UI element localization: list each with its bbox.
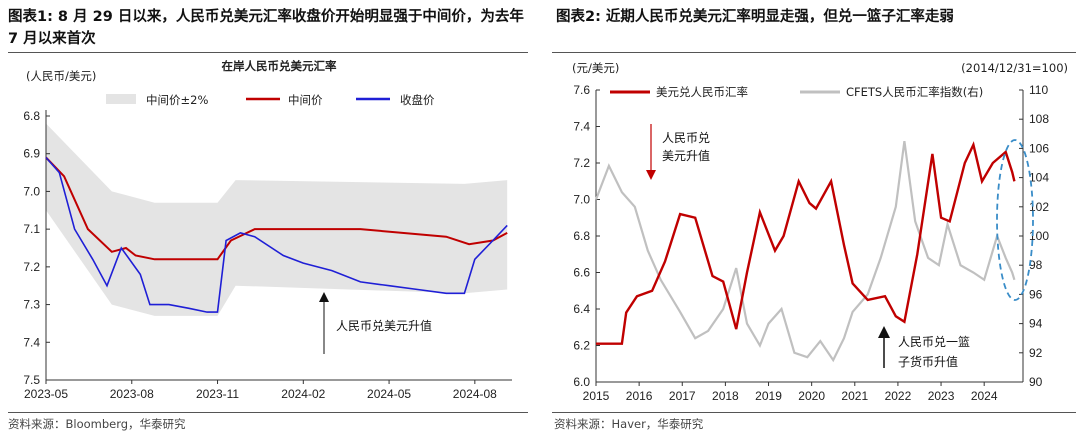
chart2-y-left-tick-label: 7.4: [573, 120, 590, 134]
chart1-y-tick-label: 7.1: [23, 222, 40, 236]
chart2-y-left-label: (元/美元): [572, 61, 619, 75]
chart2-y-left-tick-label: 6.8: [573, 229, 590, 243]
chart2-y-right-tick-label: 100: [1029, 229, 1049, 243]
chart2-annotation-usd-line1: 人民币兑: [662, 131, 710, 145]
chart2-y-right-tick-label: 110: [1029, 83, 1048, 97]
chart2-y-right-label: (2014/12/31=100): [961, 61, 1068, 75]
chart1-legend-label: 收盘价: [400, 93, 435, 107]
chart2-highlight-ellipse: [996, 139, 1034, 301]
panel2-bottom-rule: [552, 412, 1076, 413]
chart1-y-axis-label: (人民币/美元): [26, 69, 96, 83]
chart2-x-tick-label: 2022: [885, 389, 912, 403]
chart2-y-left-tick-label: 6.0: [573, 375, 590, 389]
chart2-x-tick-label: 2017: [669, 389, 696, 403]
chart2-x-tick-label: 2024: [971, 389, 998, 403]
chart2-x-tick-label: 2016: [626, 389, 653, 403]
panel-fixing-vs-close: 图表1: 8 月 29 日以来，人民币兑美元汇率收盘价开始明显强于中间价，为去年…: [8, 9, 528, 431]
chart2-annotation-arrowhead-basket: [878, 326, 890, 338]
chart2-y-left-tick-label: 6.6: [573, 266, 590, 280]
chart2-y-left-tick-label: 7.2: [573, 156, 590, 170]
chart2-y-right-tick-label: 108: [1029, 112, 1049, 126]
panel2-top-rule: [552, 52, 1076, 53]
chart2-series-cfets: [594, 140, 1016, 363]
chart1-x-tick-label: 2024-02: [281, 387, 325, 401]
panel1-top-rule: [8, 52, 528, 53]
chart2-x-tick-label: 2015: [583, 389, 610, 403]
chart1-x-tick-label: 2023-05: [24, 387, 68, 401]
chart1: 在岸人民币兑美元汇率 (人民币/美元) 6.8 6.9 7.0 7.1 7.2 7.3 7.4 7…: [23, 59, 512, 401]
chart1-x-tick-label: 2023-08: [110, 387, 154, 401]
chart2-legend-label: 美元兑人民币汇率: [656, 85, 748, 99]
chart2-y-left-tick-label: 6.2: [573, 339, 590, 353]
chart1-annotation-text: 人民币兑美元升值: [336, 318, 432, 333]
chart1-legend-label: 中间价±2%: [146, 93, 208, 107]
chart1-x-tick-label: 2024-08: [453, 387, 497, 401]
chart2-y-right-tick-label: 102: [1029, 200, 1049, 214]
chart2-y-left-tick-label: 7.0: [573, 193, 590, 207]
panel-usdcny-vs-cfets: 图表2: 近期人民币兑美元汇率明显走强，但兑一篮子汇率走弱 (元/美元) (201…: [548, 0, 1080, 438]
chart1-y-tick-label: 7.4: [23, 335, 40, 349]
chart2-annotation-arrowhead-usd: [646, 170, 656, 180]
chart2-y-right-tick-label: 94: [1029, 317, 1043, 331]
chart2-y-right-tick-label: 96: [1029, 287, 1043, 301]
panel2-heading: 图表2: 近期人民币兑美元汇率明显走强，但兑一篮子汇率走弱: [556, 9, 954, 25]
chart1-y-tick-label: 7.0: [23, 184, 40, 198]
chart1-y-tick-label: 7.3: [23, 298, 40, 312]
chart2-x-tick-label: 2019: [755, 389, 782, 403]
chart2-y-right-tick-label: 104: [1029, 171, 1049, 185]
chart1-x-tick-label: 2024-05: [367, 387, 411, 401]
chart2-y-left-tick-label: 6.4: [573, 302, 590, 316]
chart2-series-usdcny: [596, 141, 1016, 345]
panel1-source: 资料来源：Bloomberg，华泰研究: [8, 417, 186, 431]
chart2-annotation-basket-line1: 人民币兑一篮: [898, 334, 970, 349]
panel1-bottom-rule: [8, 412, 528, 413]
chart1-y-tick-label: 7.5: [23, 373, 40, 387]
chart1-series-close: [45, 156, 508, 313]
chart2-legend-label: CFETS人民币汇率指数(右): [846, 85, 983, 99]
panel2-source: 资料来源：Haver，华泰研究: [554, 417, 704, 431]
chart2-y-right-tick-label: 90: [1029, 375, 1043, 389]
chart1-y-tick-label: 7.2: [23, 260, 40, 274]
chart2-y-right-tick-label: 106: [1029, 141, 1049, 155]
chart1-band-area: [46, 123, 508, 316]
chart1-title: 在岸人民币兑美元汇率: [222, 59, 337, 73]
chart2-x-tick-label: 2020: [798, 389, 825, 403]
chart1-legend-label: 中间价: [288, 93, 323, 107]
chart2-x-tick-label: 2018: [712, 389, 739, 403]
chart2-annotation-usd-line2: 美元升值: [662, 148, 710, 163]
chart1-x-tick-label: 2023-11: [196, 387, 239, 401]
chart2-y-left-tick-label: 7.6: [573, 83, 590, 97]
chart1-series-mid: [45, 156, 508, 261]
chart1-annotation-arrowhead: [319, 292, 329, 302]
chart1-y-tick-label: 6.9: [23, 147, 40, 161]
panel1-heading: 图表1: 8 月 29 日以来，人民币兑美元汇率收盘价开始明显强于中间价，为去年…: [8, 9, 524, 47]
chart1-legend-swatch-band: [106, 94, 136, 104]
chart1-y-tick-label: 6.8: [23, 109, 40, 123]
chart2-annotation-basket-line2: 子货币升值: [898, 354, 958, 369]
chart2: (元/美元) (2014/12/31=100) 6.0 6.2 6.4 6.6 6.8 7.0…: [572, 61, 1068, 403]
chart2-x-tick-label: 2021: [841, 389, 868, 403]
chart2-y-right-tick-label: 98: [1029, 258, 1043, 272]
chart2-y-right-tick-label: 92: [1029, 346, 1043, 360]
chart2-x-tick-label: 2023: [928, 389, 955, 403]
